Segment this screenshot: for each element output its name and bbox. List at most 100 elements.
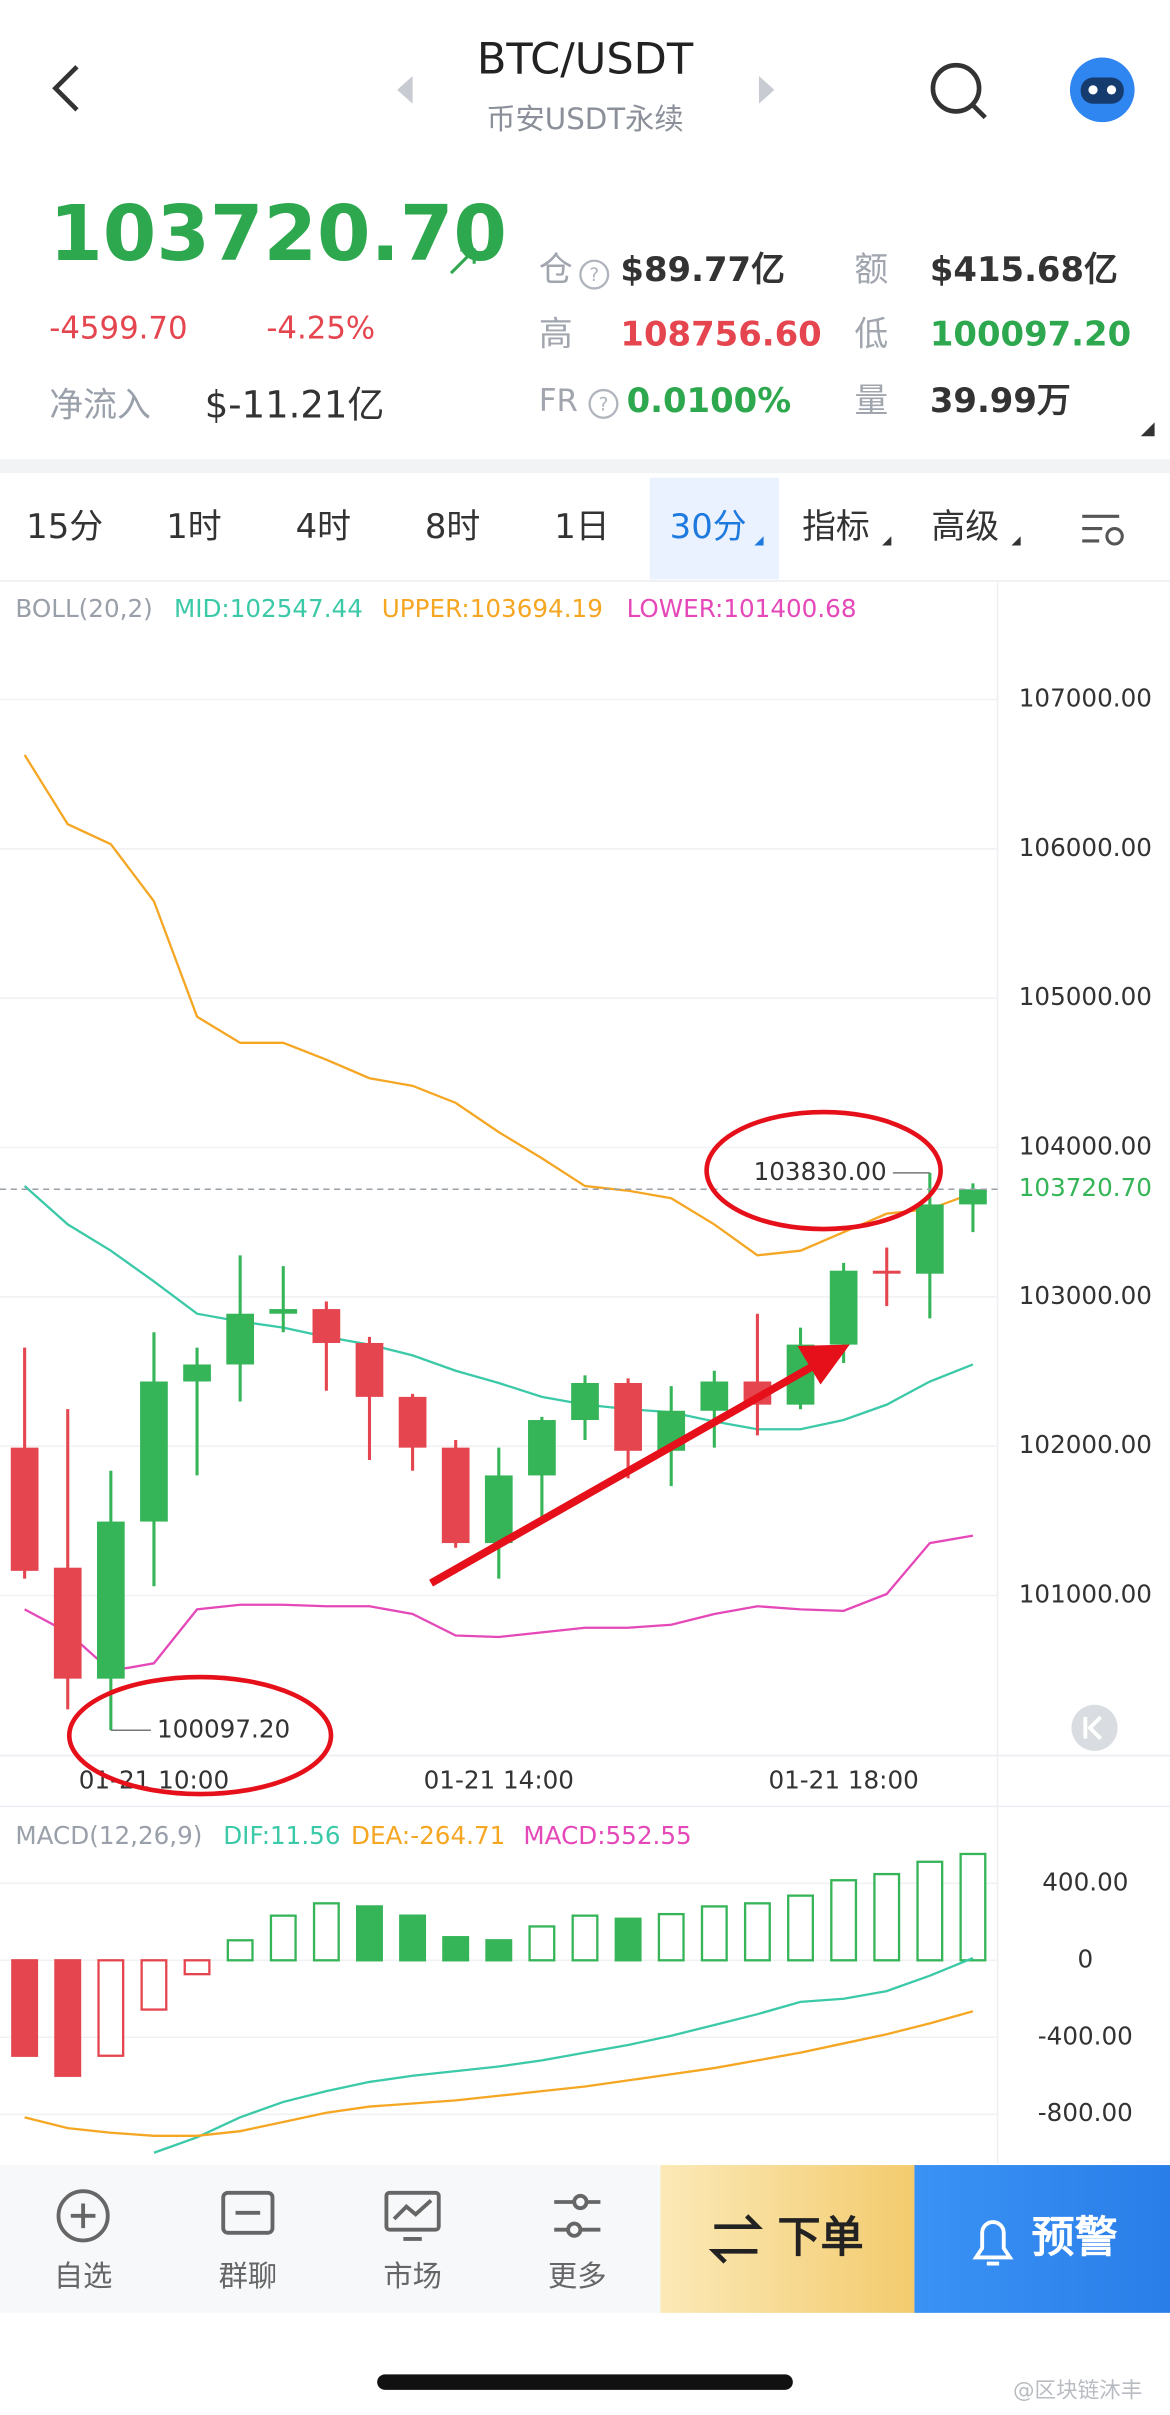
dropdown-caret <box>882 536 892 546</box>
last-price-label: 103720.70 <box>1019 1173 1152 1202</box>
nav-label[interactable]: 群聊 <box>219 2259 277 2293</box>
alert-label[interactable]: 预警 <box>1031 2213 1117 2263</box>
macd-bar <box>916 1860 944 1962</box>
prev-pair[interactable] <box>397 75 413 104</box>
nav-label[interactable]: 市场 <box>383 2259 441 2293</box>
scroll-latest-button[interactable] <box>1071 1704 1118 1751</box>
x-tick-label: 01-21 14:00 <box>424 1766 574 1795</box>
macd-bar <box>97 1959 125 2057</box>
order-label[interactable]: 下单 <box>777 2213 863 2263</box>
macd-bar <box>873 1872 901 1962</box>
y-tick-label: 107000.00 <box>1019 684 1152 713</box>
macd-bar <box>183 1959 211 1976</box>
interval-tab[interactable]: 1日 <box>554 507 609 546</box>
boll-line <box>23 754 974 1257</box>
candle-body <box>915 1204 944 1274</box>
legend-label: DIF:11.56 <box>223 1821 340 1850</box>
macd-bar <box>743 1902 771 1962</box>
candle-body <box>183 1364 211 1382</box>
candle-body <box>614 1382 642 1451</box>
nav-icon[interactable] <box>554 2193 601 2238</box>
help-icon[interactable]: ? <box>579 259 610 290</box>
last-price: 103720.70 <box>49 190 507 279</box>
y-tick-label: 103000.00 <box>1019 1281 1152 1310</box>
interval-tab[interactable]: 1时 <box>166 507 221 546</box>
boll-line <box>24 1534 974 1673</box>
legend-label: MID:102547.44 <box>174 594 363 623</box>
macd-bar <box>571 1914 599 1962</box>
candle-body <box>959 1189 987 1205</box>
market-subtitle: 币安USDT永续 <box>486 102 683 136</box>
svg-text:?: ? <box>589 265 599 286</box>
stat-value: 0.0100% <box>627 381 792 420</box>
stat-value: 100097.20 <box>930 315 1131 354</box>
stat-label: 额 <box>854 250 888 289</box>
stat-label: 低 <box>854 315 888 354</box>
alert-icon <box>972 2220 1014 2266</box>
candle-body <box>53 1567 82 1679</box>
expand-corner[interactable] <box>1140 422 1155 437</box>
next-pair[interactable] <box>758 75 775 104</box>
nav-icon[interactable] <box>221 2190 275 2235</box>
nav-label[interactable]: 自选 <box>54 2259 112 2293</box>
candle-body <box>10 1447 39 1571</box>
macd-chart: -800.00 -400.00 0 400.00 MACD(12,26,9) DIF:11… <box>0 1821 1133 2154</box>
candle-body <box>484 1475 513 1544</box>
stat-label: 仓 <box>539 250 573 289</box>
candle-body <box>829 1270 858 1345</box>
macd-bar <box>614 1917 642 1962</box>
price-change-pct: -4.25% <box>266 311 375 347</box>
search-button[interactable] <box>930 62 987 120</box>
candle-body <box>398 1396 427 1448</box>
trend-arrow-annotation <box>429 1344 850 1587</box>
min-marker-label: 100097.20 <box>157 1714 290 1743</box>
nav-icon[interactable] <box>384 2190 441 2241</box>
candle-body <box>571 1382 599 1421</box>
y-tick-label: 102000.00 <box>1019 1430 1152 1459</box>
back-button[interactable] <box>52 65 79 112</box>
legend-label: DEA:-264.71 <box>351 1821 505 1850</box>
max-marker-label: 103830.00 <box>754 1157 887 1186</box>
stat-label: 量 <box>854 381 888 420</box>
macd-bar <box>485 1939 513 1962</box>
interval-tab[interactable]: 高级 <box>931 507 999 546</box>
interval-tab[interactable]: 30分 <box>670 507 747 546</box>
macd-bar <box>399 1914 427 1962</box>
indicator-label: MACD(12,26,9) <box>15 1821 202 1850</box>
y-tick-label: -400.00 <box>1038 2021 1133 2050</box>
alert-button[interactable] <box>914 2165 1170 2313</box>
svg-text:?: ? <box>599 394 609 415</box>
candle-body <box>312 1309 341 1343</box>
candle-body <box>700 1381 729 1411</box>
interval-tab[interactable]: 15分 <box>26 507 103 546</box>
macd-bar <box>528 1925 556 1962</box>
chart-settings-button[interactable] <box>1082 514 1124 546</box>
highlight-circle <box>66 1674 334 1797</box>
macd-bar <box>356 1905 383 1962</box>
candle-body <box>96 1521 125 1679</box>
order-icon <box>708 2214 763 2264</box>
y-tick-label: 105000.00 <box>1019 982 1152 1011</box>
interval-tab[interactable]: 4时 <box>296 507 351 546</box>
macd-bar <box>312 1902 340 1962</box>
highlight-circle <box>704 1109 943 1232</box>
candle-body <box>269 1309 298 1314</box>
nav-label[interactable]: 更多 <box>548 2259 607 2293</box>
watermark: @区块链沐丰 <box>1013 2378 1142 2403</box>
nav-icon[interactable] <box>56 2189 110 2243</box>
avatar-button[interactable] <box>1069 57 1135 123</box>
interval-tab[interactable]: 8时 <box>425 507 480 546</box>
net-inflow: $-11.21亿 <box>205 383 385 426</box>
interval-tab[interactable]: 指标 <box>802 507 870 546</box>
macd-line <box>24 2010 974 2137</box>
candle-body <box>528 1420 556 1476</box>
order-button[interactable] <box>660 2165 915 2313</box>
macd-bar <box>226 1939 254 1962</box>
indicator-label: BOLL(20,2) <box>15 594 152 623</box>
y-tick-label: 0 <box>1077 1944 1093 1973</box>
help-icon[interactable]: ? <box>588 388 619 419</box>
dropdown-caret <box>754 536 764 546</box>
macd-bar <box>269 1914 297 1962</box>
candle-body <box>355 1342 384 1397</box>
